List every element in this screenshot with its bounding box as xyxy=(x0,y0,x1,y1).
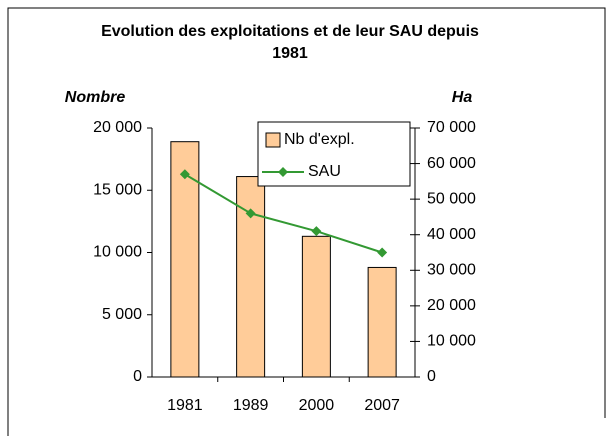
y2-tick-label: 40 000 xyxy=(427,226,476,243)
y-tick-label: 0 xyxy=(133,368,142,385)
chart-title-line2: 1981 xyxy=(272,45,308,62)
bar xyxy=(367,266,397,378)
legend-swatch xyxy=(265,132,281,148)
frame xyxy=(7,7,606,436)
y2-axis-label: Ha xyxy=(452,89,473,106)
y-tick-label: 10 000 xyxy=(93,244,142,261)
y2-tick-label: 0 xyxy=(427,368,436,385)
y-tick-label: 15 000 xyxy=(93,181,142,198)
legend-label: SAU xyxy=(308,163,341,180)
y2-tick-label: 70 000 xyxy=(427,119,476,136)
x-tick-label: 1989 xyxy=(233,397,269,414)
y-axis-label: Nombre xyxy=(65,89,126,106)
legend-label: Nb d'expl. xyxy=(284,131,355,148)
y2-tick-label: 10 000 xyxy=(427,333,476,350)
bar xyxy=(301,235,331,378)
x-tick-label: 2007 xyxy=(364,397,400,414)
y2-tick-label: 60 000 xyxy=(427,155,476,172)
x-tick-label: 1981 xyxy=(167,397,203,414)
y2-tick-label: 50 000 xyxy=(427,190,476,207)
line xyxy=(184,173,383,254)
marker xyxy=(245,208,256,219)
y2-tick-label: 30 000 xyxy=(427,262,476,279)
y-tick-label: 20 000 xyxy=(93,119,142,136)
marker xyxy=(377,247,388,258)
marker xyxy=(311,226,322,237)
legend-marker xyxy=(278,167,288,177)
marker xyxy=(179,169,190,180)
y-tick-label: 5 000 xyxy=(102,306,142,323)
x-tick-label: 2000 xyxy=(299,397,335,414)
y2-tick-label: 20 000 xyxy=(427,297,476,314)
chart-title: Evolution des exploitations et de leur S… xyxy=(101,23,479,40)
